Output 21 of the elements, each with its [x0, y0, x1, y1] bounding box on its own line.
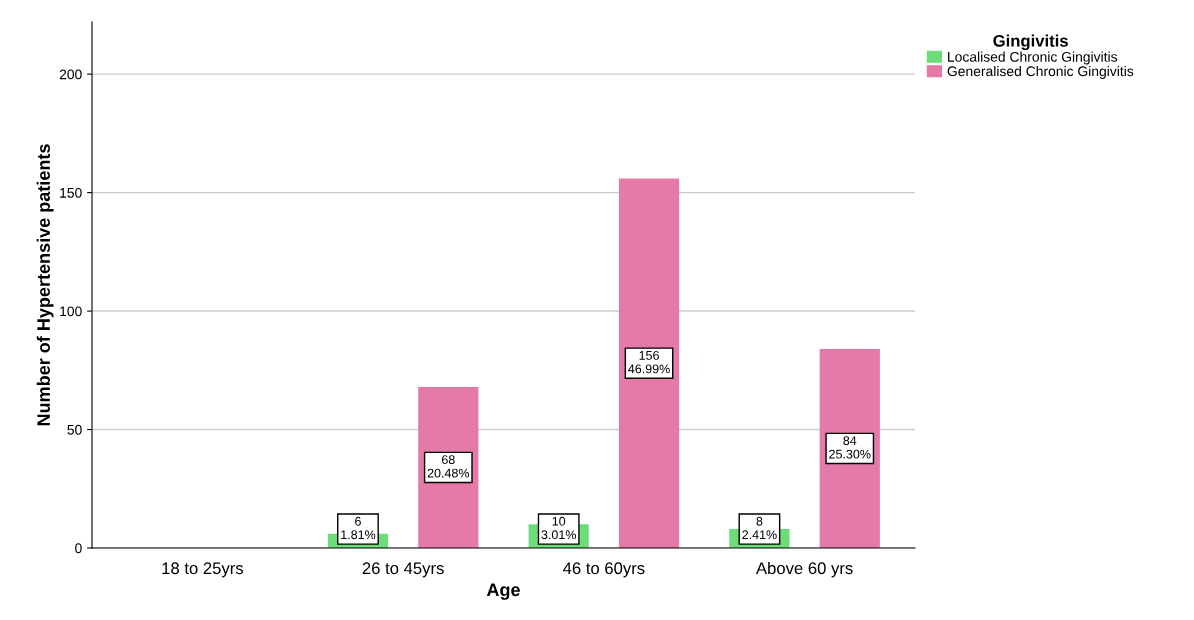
bar [618, 178, 680, 548]
data-label: 10 3.01% [541, 516, 576, 540]
data-label: 8 2.41% [742, 516, 777, 540]
legend-label: Localised Chronic Gingivitis [948, 51, 1118, 65]
y-tick-label: 50 [67, 424, 82, 435]
x-tick-label: 26 to 45yrs [362, 562, 444, 578]
data-label: 68 20.48% [427, 455, 470, 478]
x-tick-label: 18 to 25yrs [162, 562, 244, 578]
data-label: 156 46.99% [628, 350, 670, 374]
x-tick-label: Above 60 yrs [756, 561, 853, 578]
data-label: 6 1.81% [341, 516, 376, 540]
y-tick-label: 200 [59, 69, 82, 80]
y-tick-label: 150 [60, 187, 82, 198]
legend-title: Gingivitis [993, 34, 1068, 51]
x-axis-title: Age [486, 583, 520, 600]
data-label: 84 25.30% [829, 436, 871, 459]
y-tick-label: 100 [60, 306, 82, 317]
y-axis-title: Number of Hypertensive patients [36, 144, 54, 426]
y-tick-label: 0 [75, 543, 82, 554]
x-tick-label: 46 to 60yrs [563, 562, 645, 578]
legend-label: Generalised Chronic Gingivitis [947, 65, 1134, 79]
